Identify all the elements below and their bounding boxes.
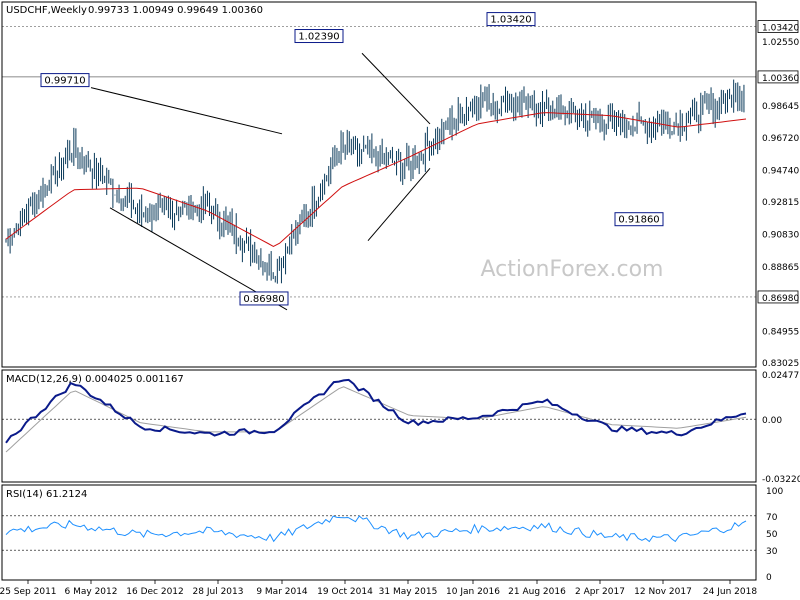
trendline <box>361 52 431 125</box>
level-tag-box <box>757 20 799 33</box>
x-tick-label: 28 Jul 2013 <box>193 587 244 597</box>
rsi-y-tick: 0 <box>766 573 772 583</box>
x-tick-label: 25 Sep 2011 <box>0 587 57 597</box>
price-label-box <box>294 29 344 44</box>
price-y-tick: 1.02550 <box>762 38 799 48</box>
x-tick-label: 10 Jan 2016 <box>446 587 500 597</box>
macd-line <box>5 378 747 444</box>
watermark: ActionForex.com <box>481 257 664 282</box>
chart-ohlc: 0.99733 1.00949 0.99649 1.00360 <box>88 5 263 16</box>
rsi-line <box>5 515 747 543</box>
price-y-tick: 0.94740 <box>762 166 799 176</box>
price-label-box <box>40 73 90 88</box>
trendline <box>90 87 283 135</box>
price-label-box <box>486 12 536 27</box>
rsi-layer <box>2 515 756 551</box>
rsi-panel-frame <box>1 484 757 581</box>
price-label-box <box>239 291 289 306</box>
chart-header: USDCHF,Weekly 0.99733 1.00949 0.99649 1.… <box>6 5 263 16</box>
x-tick-label: 9 Mar 2014 <box>256 587 308 597</box>
price-panel-frame <box>1 1 757 368</box>
x-tick-label: 19 Oct 2014 <box>317 587 373 597</box>
price-label-0.91860: 0.91860 <box>618 215 659 226</box>
price-label-0.86980: 0.86980 <box>243 294 284 305</box>
level-tag-box <box>757 290 799 304</box>
price-y-tick: 0.86980 <box>762 294 799 304</box>
x-tick-label: 6 May 2012 <box>65 587 118 597</box>
x-tick-label: 21 Aug 2016 <box>508 587 566 597</box>
trendline <box>367 168 431 242</box>
macd-y-tick: 0.024771 <box>762 371 800 381</box>
price-y-tick: 0.83025 <box>762 359 799 369</box>
price-label-1.02390: 1.02390 <box>298 32 339 43</box>
x-tick-label: 16 Dec 2012 <box>126 587 184 597</box>
chart-symbol: USDCHF,Weekly <box>6 5 87 16</box>
x-tick-label: 12 Nov 2017 <box>634 587 692 597</box>
x-tick-label: 24 Jun 2018 <box>703 587 757 597</box>
price-y-tick: 0.96720 <box>762 134 799 144</box>
axis-layer: 1.03420 1.02550 1.00360 0.98645 0.96720 0.947… <box>0 20 800 597</box>
price-y-tick: 0.88865 <box>762 263 799 273</box>
rsi-y-tick: 50 <box>766 530 778 540</box>
macd-layer <box>2 378 756 453</box>
price-label-1.03420: 1.03420 <box>490 15 531 26</box>
price-y-tick: 0.98645 <box>762 102 799 112</box>
macd-panel-frame <box>1 369 757 483</box>
rsi-title: RSI(14) 61.2124 <box>6 489 87 500</box>
price-layer: 0.99710 1.02390 1.03420 0.86980 0.91860 <box>2 12 756 311</box>
macd-y-tick: -0.032205 <box>762 475 800 485</box>
macd-title: MACD(12,26,9) 0.004025 0.001167 <box>6 374 184 385</box>
price-label-0.99710: 0.99710 <box>44 76 85 87</box>
price-y-tick: 0.84955 <box>762 327 799 337</box>
moving-average-line <box>5 112 747 247</box>
x-tick-label: 31 May 2015 <box>379 587 438 597</box>
rsi-y-tick: 70 <box>766 513 778 523</box>
price-label-box <box>614 212 664 227</box>
price-y-tick: 0.90830 <box>762 231 799 241</box>
price-y-tick: 0.92815 <box>762 198 799 208</box>
rsi-y-tick: 100 <box>766 487 783 497</box>
price-y-tick: 1.03420 <box>762 24 799 34</box>
level-tag-box <box>757 70 799 84</box>
rsi-y-tick: 30 <box>766 547 778 557</box>
price-y-tick: 1.00360 <box>762 74 799 84</box>
x-tick-label: 2 Apr 2017 <box>575 587 625 597</box>
macd-y-tick: 0.00 <box>762 416 782 426</box>
